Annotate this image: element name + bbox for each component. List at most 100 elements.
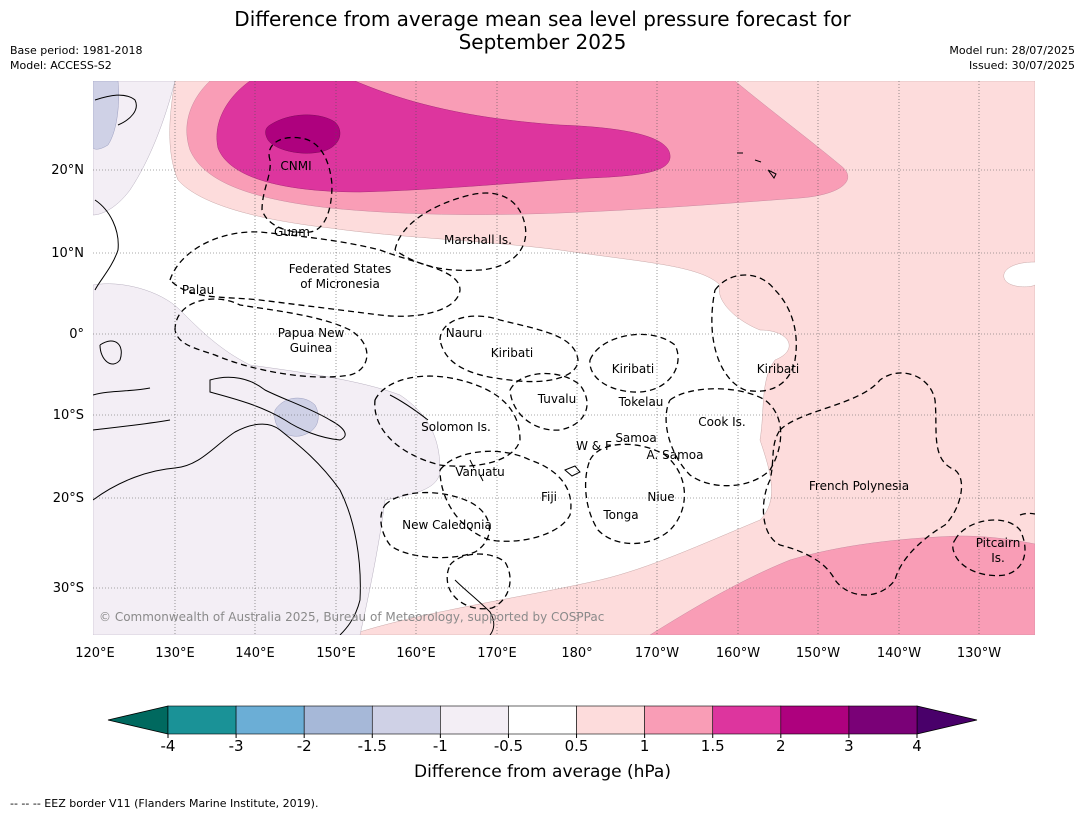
colorbar-low-extend [107, 705, 169, 735]
lat-label-20s: 20°S [53, 491, 84, 506]
eez-french-polynesia [762, 372, 963, 596]
colorbar-segment [576, 705, 645, 735]
colorbar-tick-label: -4 [161, 737, 176, 755]
eez-solomon [374, 375, 521, 467]
anomaly-1-1.5-south [649, 535, 1035, 635]
new-zealand-coastline [454, 579, 495, 635]
base-period-text: Base period: 1981-2018 [10, 44, 143, 57]
label-guam: Guam [274, 225, 310, 239]
colorbar-segments [167, 705, 918, 735]
colorbar: -4 -3 -2 -1.5 -1 -0.5 0.5 1 1.5 2 3 4 [107, 705, 978, 755]
longitude-labels: 120°E 130°E 140°E 150°E 160°E 170°E 180°… [75, 646, 1001, 661]
label-fiji: Fiji [541, 490, 557, 504]
label-palau: Palau [182, 283, 214, 297]
lat-label-20n: 20°N [51, 163, 84, 178]
eez-palau-png [174, 298, 368, 378]
colorbar-segment [235, 705, 305, 735]
anomaly-1.5-2-north [216, 81, 671, 193]
eez-cnmi-guam [261, 136, 333, 234]
place-labels: CNMI Guam Marshall Is. Federated States … [182, 159, 1020, 565]
colorbar-tick-label: -1 [433, 737, 448, 755]
colorbar-segment [780, 705, 850, 735]
anomaly-neg1-neg1.5-nw [93, 81, 119, 150]
colorbar-segment [440, 705, 509, 735]
new-guinea-coastline [209, 376, 346, 441]
label-solomon-is: Solomon Is. [421, 420, 491, 434]
label-fsm-line2: of Micronesia [300, 277, 380, 291]
colorbar-segment [712, 705, 782, 735]
label-kiribati-line: Kiribati [757, 362, 799, 376]
eez-kiribati-line [711, 274, 797, 392]
label-tokelau: Tokelau [618, 395, 664, 409]
indonesia-islands [93, 340, 171, 431]
philippines-coastline [94, 199, 119, 291]
eez-footnote: -- -- -- EEZ border V11 (Flanders Marine… [10, 797, 319, 810]
lon-label-170w: 170°W [635, 646, 679, 661]
label-vanuatu: Vanuatu [455, 465, 505, 479]
model-text: Model: ACCESS-S2 [10, 59, 112, 72]
lon-label-130e: 130°E [155, 646, 195, 661]
copyright-credit: © Commonwealth of Australia 2025, Bureau… [99, 610, 604, 624]
label-tonga: Tonga [602, 508, 638, 522]
eez-micronesia [169, 231, 461, 317]
label-wallis-futuna: W & F [576, 439, 612, 453]
lon-label-140e: 140°E [235, 646, 275, 661]
map-panel: CNMI Guam Marshall Is. Federated States … [93, 81, 1035, 635]
colorbar-high-extend [916, 705, 978, 735]
lat-label-10n: 10°N [51, 246, 84, 261]
label-tuvalu: Tuvalu [537, 392, 577, 406]
colorbar-tick-labels: -4 -3 -2 -1.5 -1 -0.5 0.5 1 1.5 2 3 4 [161, 734, 922, 755]
label-nauru: Nauru [446, 326, 482, 340]
issued-text: Issued: 30/07/2025 [968, 59, 1075, 72]
latitude-labels: 20°N 10°N 0° 10°S 20°S 30°S [51, 163, 84, 596]
lat-label-10s: 10°S [53, 408, 84, 423]
map-title: Difference from average mean sea level p… [0, 8, 1085, 54]
colorbar-segment [303, 705, 373, 735]
colorbar-segment [167, 705, 237, 735]
label-kiribati-gilbert: Kiribati [491, 346, 533, 360]
eez-new-caledonia [380, 491, 491, 559]
colorbar-tick-label: -0.5 [494, 737, 523, 755]
colorbar-tick-label: 0.5 [565, 737, 589, 755]
eez-tonga-niue [584, 443, 686, 545]
fiji-islands [564, 465, 581, 477]
lon-label-160e: 160°E [396, 646, 436, 661]
japan-coastline [94, 94, 137, 126]
label-marshall-is: Marshall Is. [444, 233, 512, 247]
label-american-samoa: A. Samoa [647, 448, 704, 462]
eez-nauru-kiribati [439, 315, 579, 383]
colorbar-tick-label: -3 [229, 737, 244, 755]
colorbar-segment [848, 705, 918, 735]
eez-borders [169, 136, 1035, 610]
lon-label-130w: 130°W [957, 646, 1001, 661]
label-png-line1: Papua New [278, 326, 345, 340]
colorbar-tick-label: 1 [640, 737, 650, 755]
anomaly-0.5-1-north [169, 81, 1035, 635]
label-cnmi: CNMI [280, 159, 311, 173]
map-title-line2: September 2025 [458, 30, 627, 54]
eez-norfolk [446, 553, 511, 610]
colorbar-segment [508, 705, 577, 735]
label-pitcairn-line2: Is. [991, 551, 1005, 565]
lon-label-120e: 120°E [75, 646, 115, 661]
landmass-group [93, 94, 777, 635]
label-pitcairn-line1: Pitcairn [976, 536, 1021, 550]
label-new-caledonia: New Caledonia [402, 518, 492, 532]
lat-label-0: 0° [69, 327, 84, 342]
lon-label-140w: 140°W [877, 646, 921, 661]
lon-label-170e: 170°E [477, 646, 517, 661]
lon-label-150e: 150°E [316, 646, 356, 661]
model-run-info: Model run: 28/07/2025 Issued: 30/07/2025 [949, 43, 1075, 73]
anomaly-neg0.5-neg1-west [93, 283, 441, 635]
colorbar-tick-label: -2 [297, 737, 312, 755]
map-title-line1: Difference from average mean sea level p… [234, 7, 851, 31]
eez-cook [665, 388, 782, 487]
colorbar-tick-label: 1.5 [701, 737, 725, 755]
lon-label-150w: 150°W [796, 646, 840, 661]
colorbar-segment [644, 705, 714, 735]
eez-tuvalu [509, 372, 588, 431]
lat-label-30s: 30°S [53, 581, 84, 596]
lon-label-160w: 160°W [716, 646, 760, 661]
eez-marshall [394, 192, 527, 272]
